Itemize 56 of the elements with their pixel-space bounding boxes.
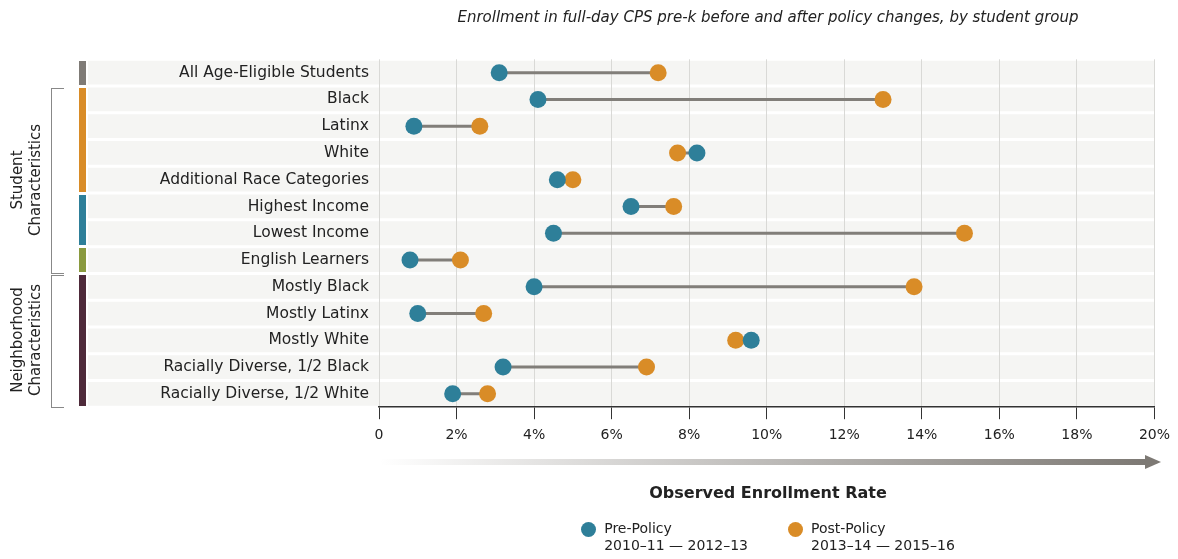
point	[471, 117, 489, 135]
y-tick-label: White	[323, 143, 369, 161]
x-tick-label: 18%	[1061, 426, 1093, 443]
y-tick-label: Lowest Income	[252, 223, 369, 242]
x-tick-label: 8%	[678, 426, 701, 443]
x-tick-label: 4%	[522, 426, 546, 443]
x-tick-label: 12%	[828, 426, 860, 443]
point	[874, 90, 892, 108]
point	[479, 385, 497, 403]
point	[444, 385, 462, 403]
x-tick-label: 6%	[600, 426, 623, 443]
y-tick-label: English Learners	[240, 250, 369, 269]
point	[727, 331, 745, 349]
point	[742, 331, 760, 349]
y-tick-label: Racially Diverse, 1/2 White	[160, 383, 369, 402]
x-tick-label: 16%	[983, 426, 1015, 443]
point	[529, 90, 547, 108]
y-tick-label: Black	[327, 89, 370, 108]
point	[688, 144, 706, 162]
legend-label: Pre-Policy 2010–11 — 2012–13	[604, 520, 748, 554]
point	[548, 171, 566, 189]
point	[525, 278, 543, 296]
y-tick-label: All Age-Eligible Students	[179, 62, 369, 81]
point	[401, 251, 419, 269]
point	[564, 171, 582, 189]
text: Student Characteristics	[8, 122, 45, 238]
legend-label: Post-Policy 2013–14 — 2015–16	[811, 520, 955, 554]
point	[955, 224, 973, 242]
chart-title: Enrollment in full-day CPS pre-k before and after policy changes, by student group	[456, 8, 1080, 26]
point	[475, 305, 493, 323]
point	[649, 64, 667, 82]
x-tick-label: 0	[374, 426, 384, 443]
y-tick-label: Racially Diverse, 1/2 Black	[163, 357, 370, 376]
y-tick-label: Additional Race Categories	[159, 169, 369, 188]
x-tick-label: 10%	[751, 426, 783, 443]
point	[451, 251, 469, 269]
point	[622, 197, 640, 215]
point	[490, 64, 508, 82]
text: Neighborhood Characteristics	[8, 283, 44, 399]
x-axis-title: Observed Enrollment Rate	[648, 483, 888, 502]
point	[638, 358, 656, 376]
y-tick-label: Highest Income	[247, 196, 369, 215]
y-tick-label: Mostly Latinx	[266, 303, 369, 322]
y-tick-label: Latinx	[321, 116, 369, 135]
x-tick-label: 20%	[1138, 426, 1170, 443]
point	[669, 144, 687, 162]
x-tick-label: 14%	[906, 426, 938, 443]
point	[544, 224, 562, 242]
y-tick-label: Mostly Black	[271, 276, 370, 295]
point	[494, 358, 512, 376]
point	[405, 117, 423, 135]
point	[409, 305, 427, 323]
x-tick-label: 2%	[445, 426, 468, 443]
y-tick-label: Mostly White	[268, 330, 369, 349]
point	[665, 197, 683, 215]
point	[905, 278, 923, 296]
